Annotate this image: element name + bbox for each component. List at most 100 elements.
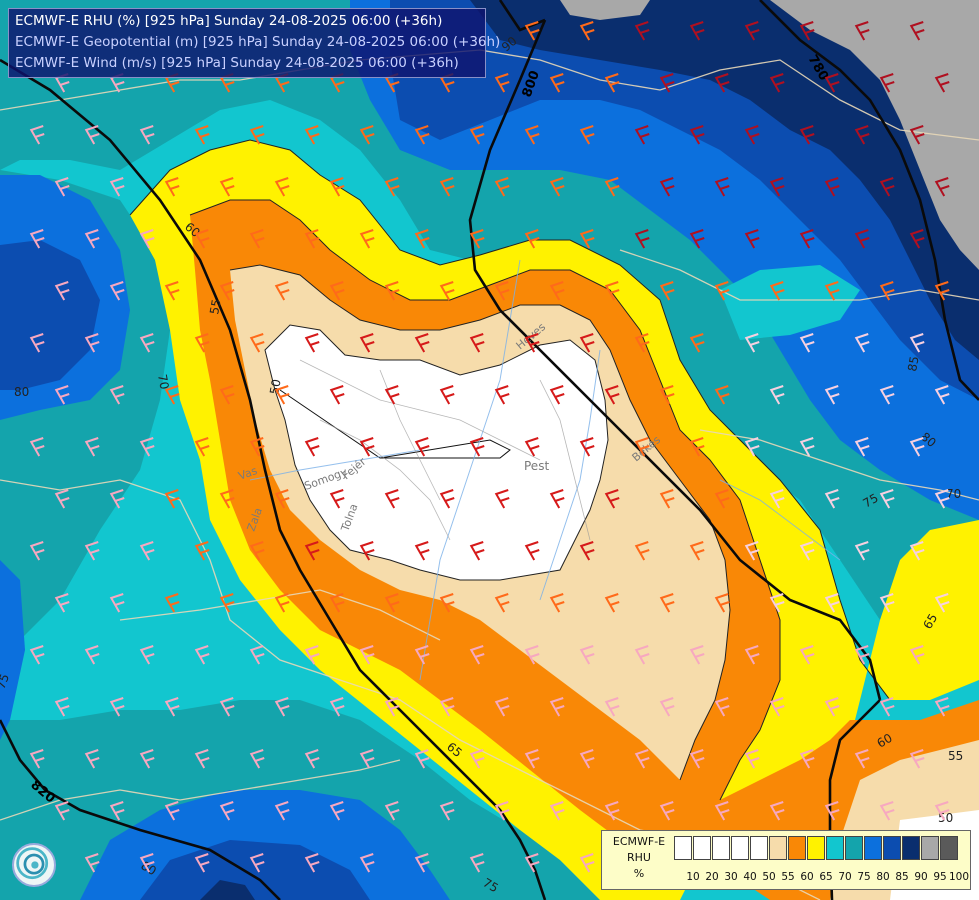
wind-barb bbox=[29, 541, 45, 561]
wind-barb bbox=[359, 749, 375, 769]
wind-barb bbox=[714, 593, 730, 613]
wind-barb bbox=[634, 541, 650, 561]
wind-barb bbox=[769, 73, 785, 93]
wind-barb bbox=[384, 489, 400, 509]
wind-barb bbox=[194, 853, 210, 873]
wind-barb bbox=[549, 73, 565, 93]
wind-barb bbox=[744, 125, 760, 145]
wind-barb bbox=[494, 697, 510, 717]
wind-barb bbox=[879, 73, 895, 93]
rhu-pocket-70-east bbox=[720, 265, 860, 340]
wind-barb bbox=[249, 333, 265, 353]
legend-variable: RHU bbox=[627, 851, 651, 864]
legend-tick-label: 60 bbox=[800, 871, 814, 883]
wind-barb bbox=[109, 801, 125, 821]
wind-barb bbox=[439, 281, 455, 301]
legend-swatch bbox=[674, 836, 692, 860]
contour-label-70-east: 70 bbox=[946, 487, 961, 501]
wind-barb bbox=[219, 697, 235, 717]
wind-barb bbox=[604, 801, 620, 821]
wind-barb bbox=[689, 333, 705, 353]
wind-barb bbox=[84, 541, 100, 561]
wind-barb bbox=[744, 21, 760, 41]
legend-tick-label: 40 bbox=[743, 871, 757, 883]
wind-barb bbox=[139, 541, 155, 561]
wind-barb bbox=[494, 177, 510, 197]
wind-barb bbox=[469, 229, 485, 249]
wind-barb bbox=[219, 801, 235, 821]
wind-barbs bbox=[29, 21, 950, 873]
wind-barb bbox=[879, 385, 895, 405]
wind-barb bbox=[359, 125, 375, 145]
wind-barb bbox=[414, 437, 430, 457]
wind-barb bbox=[359, 333, 375, 353]
wind-barb bbox=[359, 853, 375, 873]
wind-barb bbox=[689, 541, 705, 561]
wind-barb bbox=[634, 645, 650, 665]
wind-barb bbox=[689, 749, 705, 769]
wind-barb bbox=[384, 177, 400, 197]
wind-barb bbox=[824, 73, 840, 93]
wind-barb bbox=[909, 749, 925, 769]
wind-barb bbox=[634, 21, 650, 41]
contour-label-60-southeast: 60 bbox=[875, 731, 895, 751]
wind-barb bbox=[109, 385, 125, 405]
wind-barb bbox=[469, 333, 485, 353]
wind-barb bbox=[634, 437, 650, 457]
wind-barb bbox=[634, 125, 650, 145]
wind-barb bbox=[414, 645, 430, 665]
wind-barb bbox=[139, 645, 155, 665]
wind-barb bbox=[824, 801, 840, 821]
wind-barb bbox=[909, 229, 925, 249]
legend-swatch bbox=[807, 836, 825, 860]
wind-barb bbox=[799, 749, 815, 769]
wind-barb bbox=[824, 593, 840, 613]
wind-barb bbox=[29, 749, 45, 769]
wind-barb bbox=[494, 593, 510, 613]
wind-barb bbox=[744, 541, 760, 561]
rhu-band-50 bbox=[265, 325, 608, 580]
wind-barb bbox=[824, 489, 840, 509]
wind-barb bbox=[549, 697, 565, 717]
wind-barb bbox=[304, 749, 320, 769]
geopotential-820-line bbox=[0, 719, 281, 900]
wind-barb bbox=[524, 229, 540, 249]
title-box: ECMWF-E RHU (%) [925 hPa] Sunday 24-08-2… bbox=[8, 8, 500, 78]
wind-barb bbox=[659, 73, 675, 93]
wind-barb bbox=[139, 853, 155, 873]
wind-barb bbox=[439, 801, 455, 821]
legend-swatch bbox=[902, 836, 920, 860]
wind-barb bbox=[384, 801, 400, 821]
wind-barb bbox=[494, 281, 510, 301]
wind-barb bbox=[274, 489, 290, 509]
wind-barb bbox=[359, 541, 375, 561]
wind-barb bbox=[414, 125, 430, 145]
wind-barb bbox=[604, 385, 620, 405]
wind-barb bbox=[249, 437, 265, 457]
wind-barb bbox=[744, 437, 760, 457]
wind-barb bbox=[414, 333, 430, 353]
wind-barb bbox=[384, 385, 400, 405]
wind-barb bbox=[854, 333, 870, 353]
wind-barb bbox=[219, 593, 235, 613]
wind-barb bbox=[194, 645, 210, 665]
wind-barb bbox=[414, 853, 430, 873]
wind-barb bbox=[194, 229, 210, 249]
wind-barb bbox=[934, 489, 950, 509]
wind-barb bbox=[689, 437, 705, 457]
wind-barb bbox=[384, 593, 400, 613]
wind-barb bbox=[689, 229, 705, 249]
wind-barb bbox=[634, 749, 650, 769]
wind-barb bbox=[909, 125, 925, 145]
legend-tick-label: 85 bbox=[895, 871, 909, 883]
wind-barb bbox=[879, 489, 895, 509]
wind-barb bbox=[439, 177, 455, 197]
wind-barb bbox=[304, 125, 320, 145]
wind-barb bbox=[879, 177, 895, 197]
wind-barb bbox=[359, 437, 375, 457]
wind-barb bbox=[29, 229, 45, 249]
wind-barb bbox=[304, 645, 320, 665]
wind-barb bbox=[54, 489, 70, 509]
place-label-pest: Pest bbox=[524, 459, 549, 473]
legend-swatch bbox=[921, 836, 939, 860]
